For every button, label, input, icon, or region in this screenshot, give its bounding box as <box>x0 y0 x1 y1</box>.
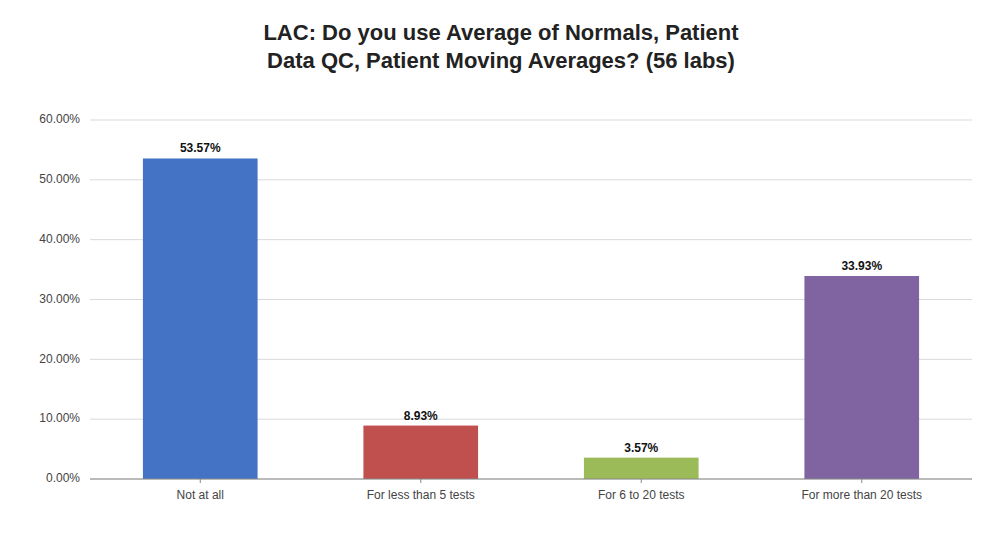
y-tick-label: 10.00% <box>39 411 80 425</box>
bar <box>143 158 258 479</box>
y-tick-label: 30.00% <box>39 292 80 306</box>
x-tick-label: For more than 20 tests <box>801 488 922 502</box>
x-tick <box>641 479 642 483</box>
chart-title: LAC: Do you use Average of Normals, Pati… <box>263 20 739 73</box>
grid <box>90 120 972 479</box>
data-label: 53.57% <box>180 141 221 155</box>
y-tick-label: 40.00% <box>39 232 80 246</box>
x-tick-label: For 6 to 20 tests <box>598 488 685 502</box>
x-tick <box>420 479 421 483</box>
y-axis: 0.00% 10.00% 20.00% 30.00% 40.00% 50.00% 60.00… <box>39 112 80 485</box>
x-tick-label: Not at all <box>177 488 224 502</box>
y-tick-label: 20.00% <box>39 352 80 366</box>
title-line: Data QC, Patient Moving Averages? (56 la… <box>267 48 735 73</box>
bar <box>584 458 699 479</box>
chart-container: LAC: Do you use Average of Normals, Pati… <box>0 0 1002 534</box>
data-label: 3.57% <box>624 441 658 455</box>
bars <box>143 158 919 479</box>
data-label: 33.93% <box>841 259 882 273</box>
x-tick-label: For less than 5 tests <box>367 488 475 502</box>
chart-svg: LAC: Do you use Average of Normals, Pati… <box>0 0 1002 534</box>
y-tick-label: 0.00% <box>46 471 80 485</box>
data-label: 8.93% <box>404 409 438 423</box>
y-tick-label: 50.00% <box>39 172 80 186</box>
grid-line <box>90 120 972 121</box>
y-tick-label: 60.00% <box>39 112 80 126</box>
grid-line <box>90 479 972 480</box>
x-tick <box>861 479 862 483</box>
data-labels: 53.57% 8.93% 3.57% 33.93% <box>180 141 883 454</box>
title-line: LAC: Do you use Average of Normals, Pati… <box>263 20 739 45</box>
bar <box>363 426 478 479</box>
bar <box>804 276 919 479</box>
x-tick <box>200 479 201 483</box>
x-axis: Not at all For less than 5 tests For 6 to … <box>90 479 972 502</box>
x-axis-line <box>90 479 972 480</box>
